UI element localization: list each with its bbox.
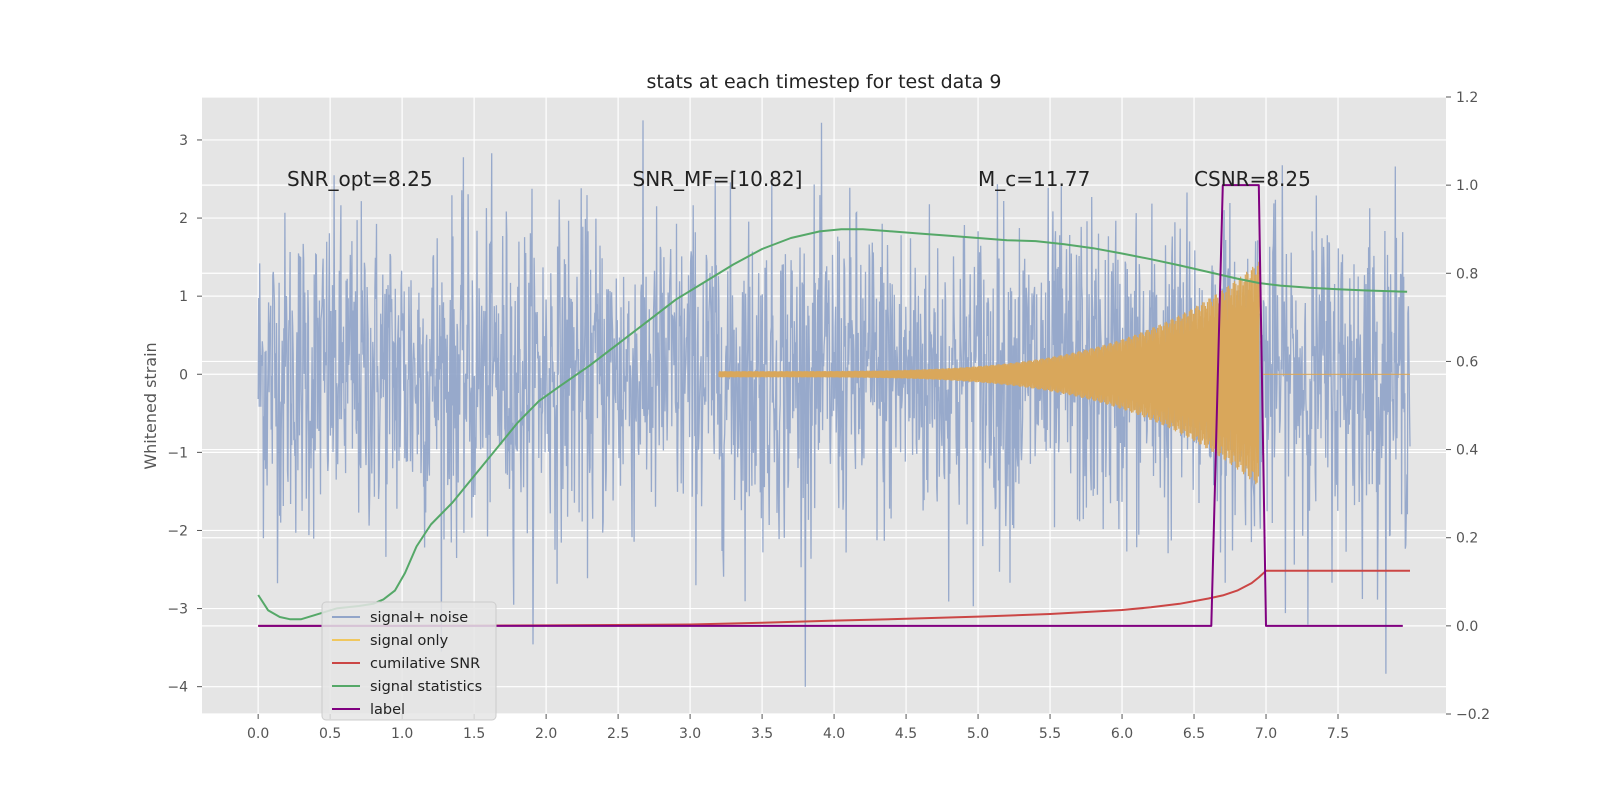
legend-label: signal+ noise [370, 610, 468, 626]
x-tick-label: 3.5 [751, 726, 773, 742]
legend-label: signal only [370, 633, 449, 649]
axes: 0.0 0.5 1.0 1.5 2.0 2.5 3.0 3.5 4.0 4.5 5.0 5.5 6.0 6… [167, 90, 1490, 742]
y2-tick-label: 1.2 [1456, 90, 1478, 106]
signal-only-line [718, 261, 1410, 485]
x-tick-label: 7.0 [1255, 726, 1277, 742]
y2-tick-label: 0.8 [1456, 266, 1478, 282]
series-line [258, 569, 1410, 627]
x-tick-label: 4.0 [823, 726, 845, 742]
x-tick-label: 1.0 [391, 726, 413, 742]
y-tick-label: −1 [167, 445, 188, 461]
y-tick-label: −3 [167, 602, 188, 618]
legend-label: signal statistics [370, 679, 482, 695]
y-tick-label: 3 [179, 133, 188, 149]
y-tick-label: −2 [167, 523, 188, 539]
legend-label: cumilative SNR [370, 656, 480, 672]
x-tick-label: 6.5 [1183, 726, 1205, 742]
legend-box [321, 601, 497, 721]
x-tick-label: 7.5 [1327, 726, 1349, 742]
chart-title: stats at each timestep for test data 9 [646, 71, 1001, 93]
series-label [258, 184, 1403, 627]
y2-tick-label: 1.0 [1456, 178, 1478, 194]
x-tick-label: 5.0 [967, 726, 989, 742]
x-tick-label: 5.5 [1039, 726, 1061, 742]
legend-label: label [370, 702, 405, 718]
y2-tick-label: 0.0 [1456, 619, 1478, 635]
annotation-text: SNR_MF=[10.82] [633, 167, 803, 191]
annotation-text: SNR_opt=8.25 [287, 167, 433, 191]
y2-tick-label: 0.2 [1456, 531, 1478, 547]
legend: signal+ noise signal only cumilative SNR si… [321, 601, 497, 721]
annotation-text: CSNR=8.25 [1194, 167, 1311, 191]
series-line [258, 184, 1403, 627]
x-tick-label: 3.0 [679, 726, 701, 742]
y-tick-label: 0 [179, 367, 188, 383]
x-tick-label: 1.5 [463, 726, 485, 742]
y2-tick-label: 0.4 [1456, 443, 1478, 459]
series-cumilative-snr [258, 569, 1410, 627]
y-tick-label: 1 [179, 289, 188, 305]
y-axis-label: Whitened strain [141, 342, 160, 469]
annotation-text: M_c=11.77 [978, 167, 1090, 191]
x-tick-label: 2.0 [535, 726, 557, 742]
annotations: SNR_opt=8.25 SNR_MF=[10.82] M_c=11.77 CSNR=… [287, 167, 1311, 191]
x-tick-label: 0.5 [319, 726, 341, 742]
y-tick-label: 2 [179, 211, 188, 227]
x-tick-label: 2.5 [607, 726, 629, 742]
y2-tick-label: 0.6 [1456, 354, 1478, 370]
y-tick-label: −4 [167, 680, 188, 696]
x-tick-label: 6.0 [1111, 726, 1133, 742]
series-signal-only [718, 261, 1410, 485]
x-tick-label: 0.0 [247, 726, 269, 742]
x-tick-label: 4.5 [895, 726, 917, 742]
y2-tick-label: −0.2 [1456, 707, 1490, 723]
